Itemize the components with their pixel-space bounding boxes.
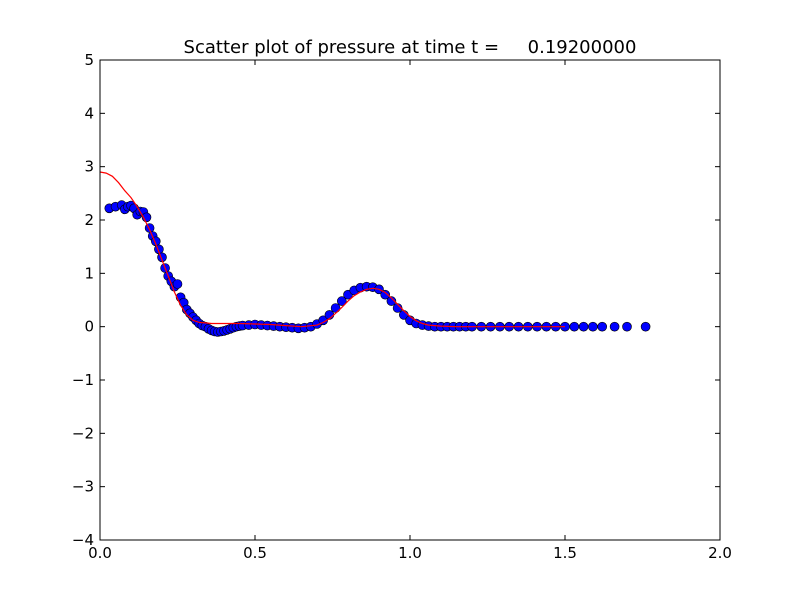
- scatter-point: [588, 321, 598, 332]
- plot-area: [99, 171, 651, 337]
- x-tick-label: 0.5: [243, 544, 267, 562]
- x-tick-label: 2.0: [708, 544, 732, 562]
- scatter-point: [172, 279, 183, 289]
- x-tick-label: 0.0: [88, 544, 112, 562]
- scatter-point: [336, 296, 347, 306]
- scatter-point: [597, 321, 608, 332]
- y-tick-label: −1: [72, 371, 94, 389]
- y-tick-label: 5: [84, 51, 94, 69]
- chart-title: Scatter plot of pressure at time t = 0.1…: [184, 37, 637, 58]
- scatter-series: [104, 200, 651, 337]
- y-tick-label: 2: [84, 211, 94, 229]
- scatter-point: [144, 223, 155, 233]
- y-tick-label: 1: [84, 264, 94, 282]
- scatter-point: [640, 321, 651, 332]
- y-tick-label: 3: [84, 158, 94, 176]
- x-axis: 0.0 0.5 1.0 1.5 2.0: [88, 60, 732, 562]
- x-tick-label: 1.0: [398, 544, 422, 562]
- reference-line: [99, 171, 565, 328]
- y-tick-label: −3: [72, 478, 94, 496]
- y-axis: −4 −3 −2 −1 0 1 2 3 4 5: [72, 51, 720, 549]
- y-tick-label: 4: [84, 104, 94, 122]
- scatter-point: [380, 289, 391, 300]
- scatter-point: [578, 321, 589, 332]
- y-tick-label: −2: [72, 424, 94, 442]
- x-tick-label: 1.5: [553, 544, 577, 562]
- scatter-point: [569, 321, 580, 332]
- y-tick-label: 0: [84, 318, 94, 336]
- scatter-point: [386, 296, 397, 306]
- scatter-point: [622, 321, 632, 332]
- y-tick-label: −4: [72, 531, 94, 549]
- axes-frame: [99, 59, 721, 541]
- scatter-point: [609, 321, 620, 332]
